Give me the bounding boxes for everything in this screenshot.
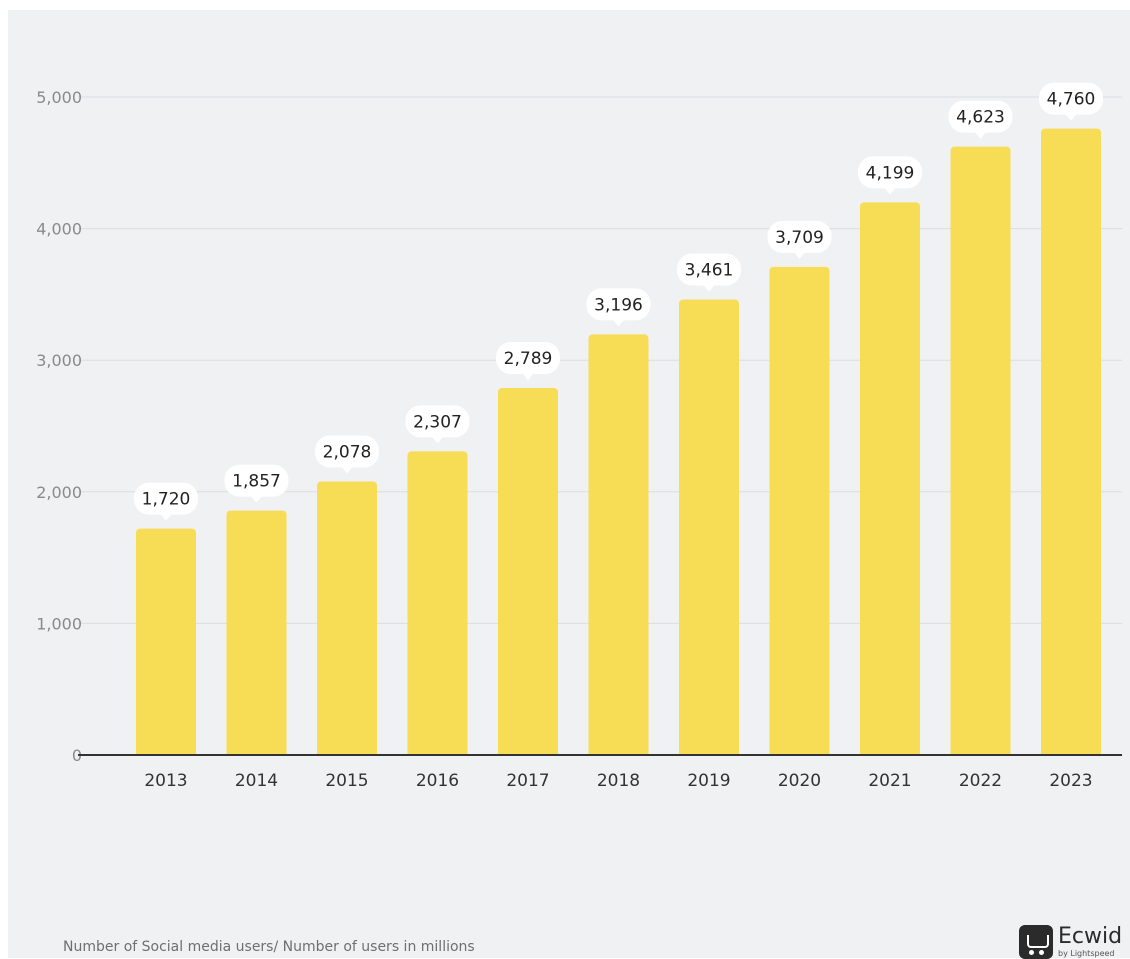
value-label-pointer	[160, 513, 172, 521]
value-label-pointer	[431, 436, 444, 444]
bar	[769, 266, 830, 755]
bar-base	[136, 749, 196, 755]
x-tick-label: 2023	[1049, 771, 1092, 791]
value-label-bubble	[858, 156, 922, 189]
value-label-bubble	[767, 220, 832, 253]
bar	[498, 387, 558, 755]
value-label-bubble	[405, 405, 470, 438]
value-label-pointer	[793, 251, 806, 259]
x-tick-label: 2020	[778, 771, 821, 791]
value-label-bubble	[315, 435, 379, 468]
y-tick-label: 1,000	[36, 614, 82, 633]
bar-base	[950, 749, 1011, 755]
value-label-pointer	[341, 466, 353, 474]
value-label-pointer	[1065, 113, 1077, 121]
value-label-pointer	[522, 372, 534, 380]
value-label: 3,196	[594, 295, 643, 315]
bar	[317, 481, 377, 755]
x-tick-label: 2021	[868, 771, 911, 791]
bar	[950, 146, 1011, 755]
value-label: 4,760	[1047, 90, 1096, 110]
value-label: 2,307	[413, 412, 462, 432]
value-label: 2,078	[323, 443, 372, 463]
x-tick-label: 2013	[144, 771, 187, 791]
x-tick-label: 2018	[597, 771, 640, 791]
x-tick-label: 2015	[325, 771, 368, 791]
value-label: 3,461	[685, 261, 734, 281]
bar	[679, 299, 739, 755]
value-label-bubble	[677, 253, 741, 286]
bar	[407, 451, 468, 755]
value-label: 1,720	[142, 490, 191, 510]
value-label-bubble	[1039, 82, 1103, 115]
x-tick-label: 2017	[506, 771, 549, 791]
bar	[226, 510, 287, 755]
value-label-bubble	[586, 288, 651, 321]
brand-subtitle: by Lightspeed	[1058, 949, 1115, 958]
value-label: 1,857	[232, 472, 281, 492]
value-label-pointer	[612, 319, 625, 327]
value-label: 2,789	[504, 349, 553, 369]
y-tick-label: 5,000	[36, 88, 82, 107]
chart-panel: 0 1,000 2,000 3,000 4,000 5,000 1,720 2013 1,857…	[8, 10, 1130, 959]
value-label-bubble	[496, 341, 560, 374]
bar-base	[1041, 749, 1101, 755]
x-tick-label: 2022	[959, 771, 1002, 791]
y-tick-label: 4,000	[36, 220, 82, 239]
value-label: 3,709	[775, 228, 824, 248]
bar-chart: 0 1,000 2,000 3,000 4,000 5,000 1,720 2013 1,857…	[36, 82, 1122, 791]
y-tick-label: 0	[72, 746, 82, 765]
y-tick-label: 2,000	[36, 483, 82, 502]
bar	[588, 334, 649, 755]
bar	[1041, 128, 1101, 756]
bar-base	[769, 749, 830, 755]
value-label-pointer	[974, 131, 987, 139]
value-label-pointer	[250, 495, 263, 503]
value-label: 4,199	[866, 163, 915, 183]
value-label-pointer	[884, 187, 896, 195]
x-tick-label: 2014	[235, 771, 278, 791]
brand-name: Ecwid	[1058, 924, 1123, 949]
cart-icon	[1019, 925, 1053, 959]
bar	[136, 528, 196, 755]
x-tick-label: 2019	[687, 771, 730, 791]
bar	[860, 202, 920, 755]
bar-base	[407, 749, 468, 755]
value-label-pointer	[703, 284, 715, 292]
bar-base	[317, 749, 377, 755]
chart-caption: Number of Social media users/ Number of …	[63, 939, 475, 955]
bar-base	[679, 749, 739, 755]
bar-base	[588, 749, 649, 755]
value-label-bubble	[134, 482, 198, 515]
bar-base	[498, 749, 558, 755]
value-label-bubble	[224, 464, 289, 497]
bar-base	[226, 749, 287, 755]
brand-logo: Ecwid by Lightspeed	[1019, 925, 1122, 959]
value-label-bubble	[948, 100, 1013, 133]
x-tick-label: 2016	[416, 771, 459, 791]
bar-base	[860, 749, 920, 755]
value-label: 4,623	[956, 108, 1005, 128]
y-tick-label: 3,000	[36, 351, 82, 370]
